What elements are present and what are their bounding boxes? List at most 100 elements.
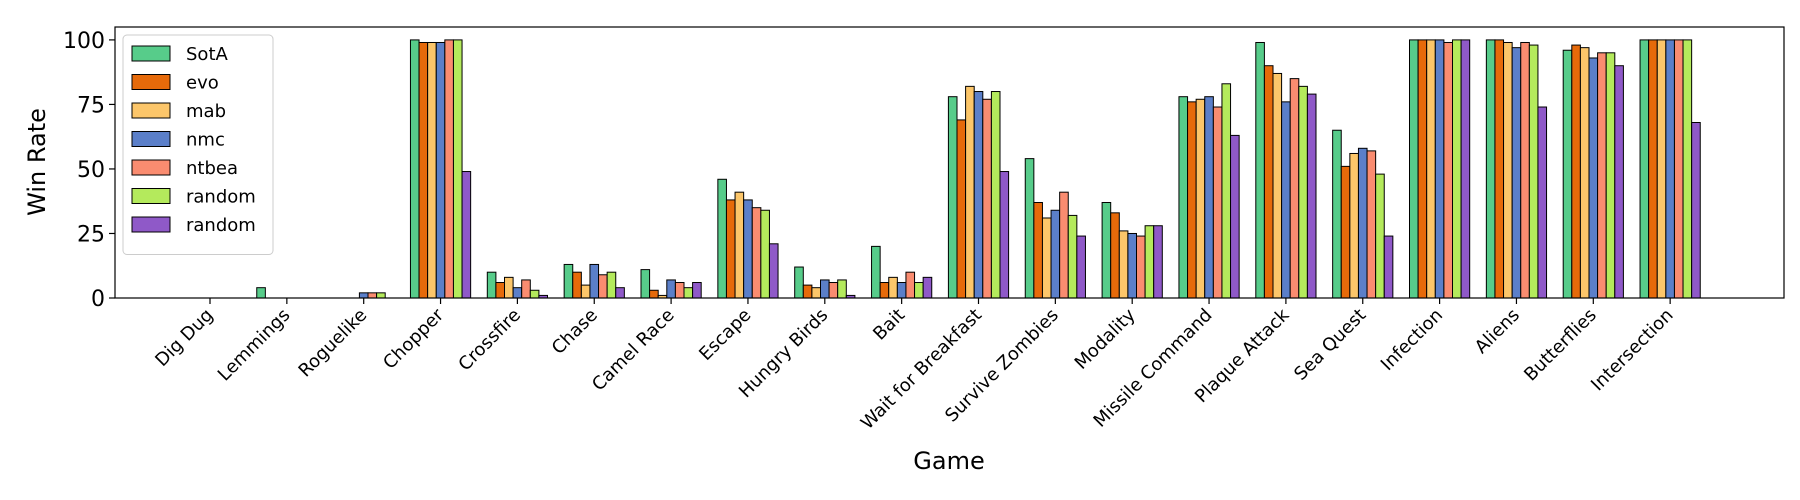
x-tick-label: Escape — [695, 305, 755, 365]
bar — [760, 209, 770, 299]
bar — [1485, 39, 1496, 299]
bar — [1272, 72, 1283, 299]
bar — [1417, 39, 1428, 299]
bar — [495, 282, 505, 299]
bar — [1375, 173, 1385, 299]
bar — [606, 271, 617, 299]
bar — [888, 276, 898, 299]
legend-swatch — [131, 216, 171, 233]
bar — [1579, 47, 1590, 299]
bar — [717, 178, 727, 299]
y-axis-label: Win Rate — [23, 108, 51, 216]
bar — [376, 292, 386, 299]
bar — [1520, 41, 1530, 299]
bar — [563, 263, 574, 299]
series-SotA-0 — [256, 39, 1650, 299]
y-tick-label: 0 — [91, 287, 105, 312]
bar — [1494, 39, 1505, 299]
bar — [1648, 39, 1658, 299]
y-tick-label: 25 — [77, 222, 105, 247]
bar — [1682, 39, 1693, 299]
x-tick-label: Chase — [548, 305, 602, 359]
bar — [1033, 202, 1043, 299]
bar — [1255, 41, 1265, 299]
bar — [947, 96, 958, 299]
x-tick-label: Bait — [869, 305, 909, 345]
bar — [598, 274, 608, 299]
bar — [1178, 96, 1189, 299]
legend-label: random — [186, 187, 256, 208]
x-tick-label: Dig Dug — [151, 305, 217, 371]
bar — [1110, 212, 1120, 299]
bar — [802, 284, 813, 299]
bar — [990, 91, 1001, 299]
x-tick-label: Camel Race — [588, 305, 679, 396]
series-random-6 — [461, 39, 1701, 299]
bar — [1639, 39, 1650, 299]
bar — [1452, 39, 1462, 299]
bar — [444, 39, 454, 299]
legend-swatch — [131, 159, 171, 176]
bar — [435, 41, 446, 299]
legend-swatch — [131, 45, 171, 62]
bar — [922, 276, 933, 299]
legend-swatch — [131, 131, 171, 147]
bar — [580, 284, 591, 299]
bar — [1340, 165, 1351, 299]
bar — [1332, 129, 1342, 299]
bar — [811, 287, 822, 299]
x-tick-label: Roguelike — [295, 305, 372, 382]
bar — [828, 282, 839, 299]
bar — [1212, 106, 1223, 299]
plot-frame — [114, 26, 1785, 299]
x-tick-label: Aliens — [1471, 305, 1524, 358]
bar — [427, 41, 437, 299]
bar — [1067, 214, 1078, 299]
x-tick-label: Butterflies — [1520, 305, 1601, 386]
bar — [1144, 225, 1155, 299]
bar — [512, 287, 523, 299]
bar — [1041, 217, 1052, 299]
bar — [896, 282, 907, 299]
bar — [418, 41, 429, 299]
bar — [1349, 152, 1359, 299]
bar — [1562, 49, 1573, 299]
bar — [1434, 39, 1445, 299]
bar — [1503, 41, 1513, 299]
bar — [1153, 225, 1163, 299]
bar — [973, 91, 984, 299]
bar — [956, 119, 967, 299]
legend-label: random — [186, 215, 256, 236]
y-tick-label: 50 — [77, 158, 105, 183]
bar — [1024, 158, 1035, 299]
bar — [999, 171, 1010, 299]
bar — [734, 191, 745, 299]
bar — [768, 243, 779, 299]
y-axis: 0 25 50 75 100 — [63, 29, 115, 312]
bar — [820, 279, 830, 299]
bar — [1511, 47, 1522, 299]
bar — [1614, 65, 1624, 299]
bar — [572, 271, 582, 299]
bar — [879, 282, 890, 299]
bar — [982, 98, 992, 299]
bar — [914, 282, 924, 299]
bar — [674, 282, 685, 299]
series-mab-2 — [427, 39, 1667, 299]
bar — [871, 245, 881, 299]
bar — [1306, 93, 1317, 299]
series-evo-1 — [418, 39, 1658, 299]
legend-label: mab — [186, 101, 226, 122]
bar — [1571, 44, 1581, 299]
bar — [1460, 39, 1471, 299]
y-tick-label: 100 — [63, 29, 105, 54]
x-tick-label: Lemmings — [214, 305, 295, 386]
legend-swatch — [131, 188, 171, 204]
x-tick-label: Chopper — [379, 304, 448, 373]
bar — [1366, 150, 1377, 299]
bar — [452, 39, 463, 299]
bar — [1528, 44, 1539, 299]
bar — [683, 287, 694, 299]
